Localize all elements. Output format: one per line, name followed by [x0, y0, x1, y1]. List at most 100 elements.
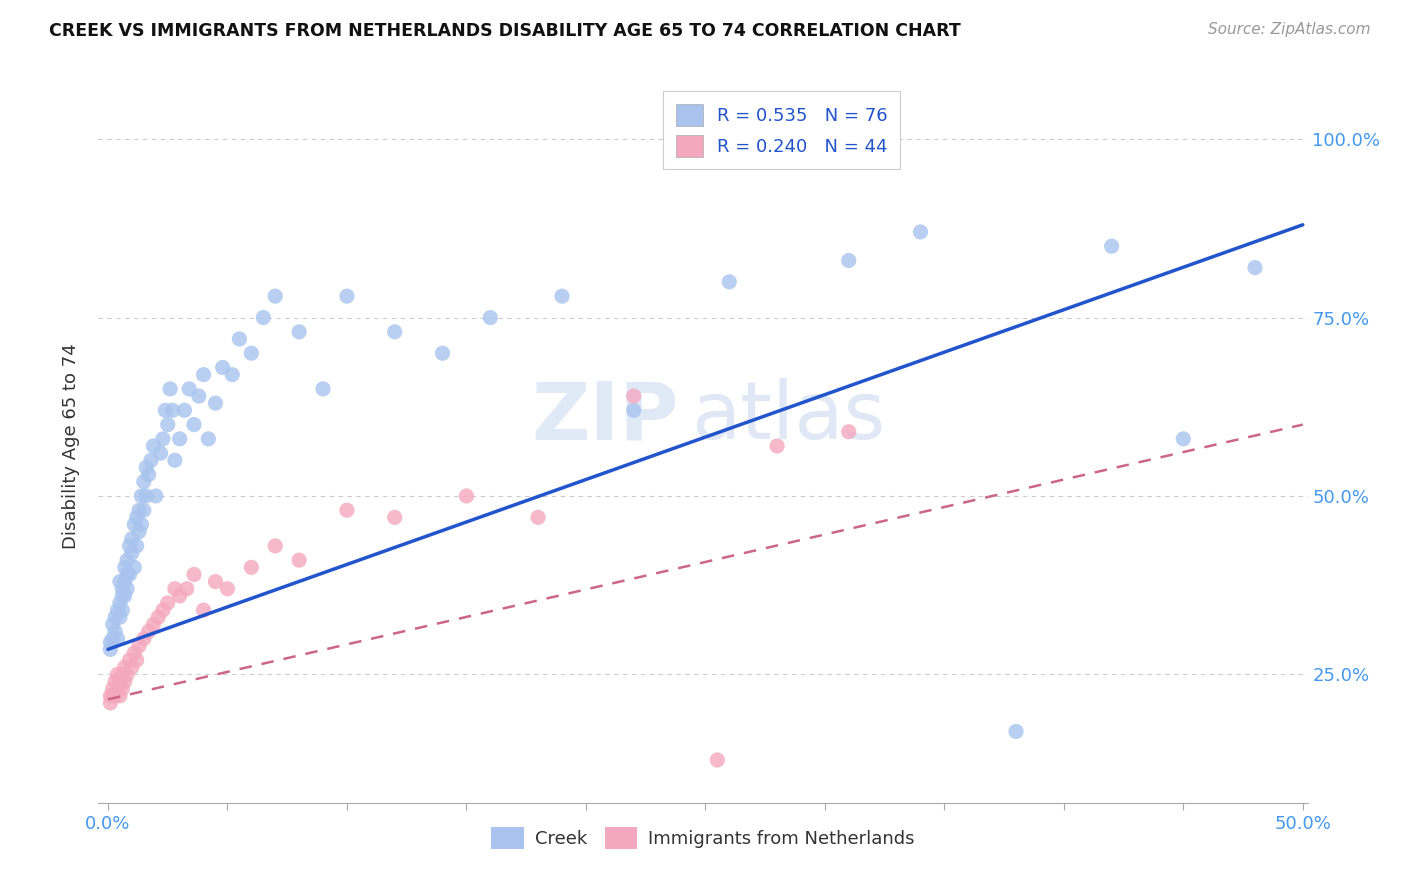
Point: [122, 517, 145, 532]
Point: [312, 382, 335, 396]
Point: [118, 567, 141, 582]
Point: [101, 681, 124, 696]
Point: [107, 603, 129, 617]
Point: [1244, 260, 1267, 275]
Point: [115, 567, 138, 582]
Point: [179, 382, 201, 396]
Point: [163, 582, 186, 596]
Point: [217, 582, 239, 596]
Point: [183, 417, 205, 432]
Point: [132, 475, 155, 489]
Point: [108, 674, 131, 689]
Point: [101, 689, 124, 703]
Point: [146, 610, 169, 624]
Point: [169, 589, 191, 603]
Point: [156, 417, 179, 432]
Point: [111, 589, 134, 603]
Point: [204, 396, 226, 410]
Point: [193, 368, 215, 382]
Point: [128, 639, 150, 653]
Point: [111, 582, 134, 596]
Point: [114, 589, 136, 603]
Point: [125, 653, 148, 667]
Point: [104, 624, 127, 639]
Point: [432, 346, 454, 360]
Point: [527, 510, 550, 524]
Point: [551, 289, 574, 303]
Point: [125, 510, 148, 524]
Point: [838, 253, 860, 268]
Point: [118, 539, 141, 553]
Point: [121, 546, 143, 560]
Point: [108, 574, 131, 589]
Point: [101, 632, 124, 646]
Point: [108, 596, 131, 610]
Point: [104, 610, 127, 624]
Point: [766, 439, 789, 453]
Point: [623, 389, 645, 403]
Point: [197, 432, 219, 446]
Point: [114, 560, 136, 574]
Point: [104, 674, 127, 689]
Point: [240, 346, 263, 360]
Point: [114, 660, 136, 674]
Point: [138, 624, 160, 639]
Point: [115, 553, 138, 567]
Point: [240, 560, 263, 574]
Point: [111, 681, 134, 696]
Point: [142, 617, 165, 632]
Point: [456, 489, 478, 503]
Point: [288, 553, 311, 567]
Point: [101, 617, 124, 632]
Point: [1173, 432, 1195, 446]
Point: [115, 667, 138, 681]
Point: [118, 653, 141, 667]
Point: [135, 489, 157, 503]
Point: [111, 603, 134, 617]
Point: [114, 674, 136, 689]
Point: [131, 517, 153, 532]
Point: [706, 753, 728, 767]
Point: [107, 681, 129, 696]
Legend: Creek, Immigrants from Netherlands: Creek, Immigrants from Netherlands: [482, 818, 924, 858]
Y-axis label: Disability Age 65 to 74: Disability Age 65 to 74: [62, 343, 80, 549]
Text: ZIP: ZIP: [531, 378, 679, 457]
Point: [107, 632, 129, 646]
Point: [173, 403, 195, 417]
Point: [98, 696, 121, 710]
Point: [163, 453, 186, 467]
Point: [228, 332, 250, 346]
Point: [98, 635, 121, 649]
Point: [156, 596, 179, 610]
Point: [104, 689, 127, 703]
Text: atlas: atlas: [690, 378, 886, 457]
Point: [122, 560, 145, 574]
Point: [910, 225, 932, 239]
Point: [142, 439, 165, 453]
Point: [336, 503, 359, 517]
Point: [128, 524, 150, 539]
Point: [288, 325, 311, 339]
Point: [132, 503, 155, 517]
Point: [128, 503, 150, 517]
Point: [135, 460, 157, 475]
Point: [121, 532, 143, 546]
Point: [108, 610, 131, 624]
Point: [122, 646, 145, 660]
Point: [221, 368, 243, 382]
Point: [132, 632, 155, 646]
Point: [159, 382, 181, 396]
Point: [169, 432, 191, 446]
Point: [176, 582, 198, 596]
Point: [149, 446, 172, 460]
Point: [155, 403, 177, 417]
Point: [162, 403, 184, 417]
Point: [108, 689, 131, 703]
Point: [121, 660, 143, 674]
Point: [98, 642, 121, 657]
Text: CREEK VS IMMIGRANTS FROM NETHERLANDS DISABILITY AGE 65 TO 74 CORRELATION CHART: CREEK VS IMMIGRANTS FROM NETHERLANDS DIS…: [49, 22, 960, 40]
Point: [384, 325, 406, 339]
Point: [115, 582, 138, 596]
Point: [98, 689, 121, 703]
Point: [145, 489, 167, 503]
